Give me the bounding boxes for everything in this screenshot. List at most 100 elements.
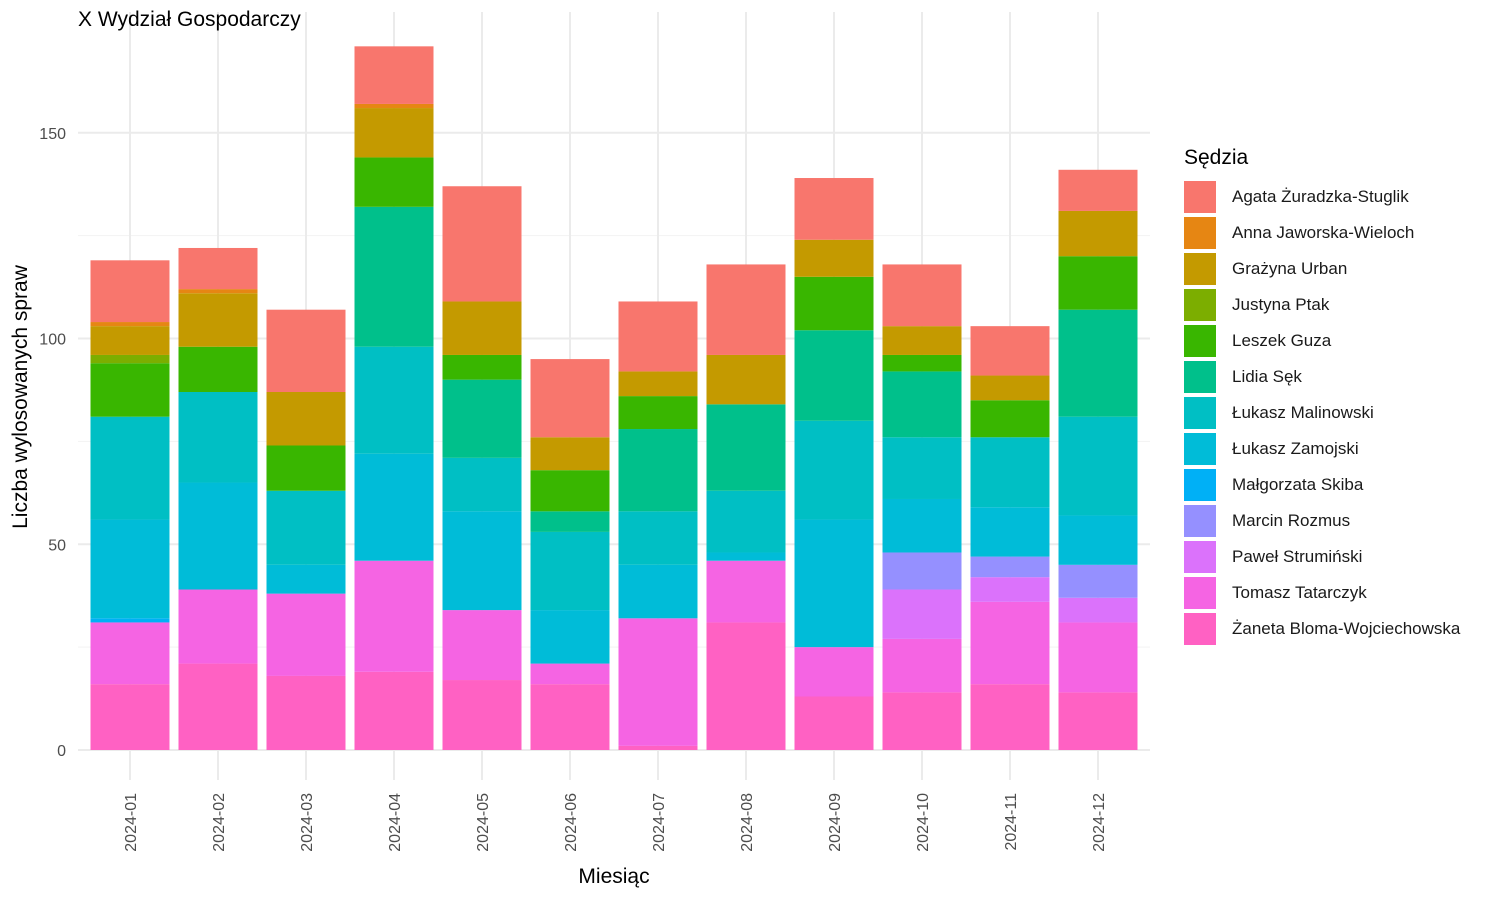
bar-segment xyxy=(530,470,610,512)
bar-segment xyxy=(90,326,170,355)
legend-item: Leszek Guza xyxy=(1184,323,1460,359)
legend-item: Małgorzata Skiba xyxy=(1184,467,1460,503)
bar-segment xyxy=(266,675,346,750)
bar-segment xyxy=(794,330,874,421)
bar-segment xyxy=(1058,564,1138,598)
bar-segment xyxy=(266,445,346,491)
bar-segment xyxy=(354,206,434,347)
bar-segment xyxy=(178,346,258,392)
bar-segment xyxy=(530,359,610,438)
bar-segment xyxy=(442,511,522,611)
bar-segment xyxy=(970,400,1050,438)
bar-segment xyxy=(882,437,962,499)
bar-segment xyxy=(442,301,522,355)
bar-segment xyxy=(1058,256,1138,310)
legend-label: Małgorzata Skiba xyxy=(1232,475,1364,494)
bar-segment xyxy=(794,519,874,648)
legend-item: Łukasz Zamojski xyxy=(1184,431,1460,467)
x-tick-label: 2024-10 xyxy=(915,793,932,852)
legend-swatch xyxy=(1184,361,1216,393)
x-tick-label: 2024-07 xyxy=(651,793,668,852)
y-tick-label: 100 xyxy=(39,332,66,349)
legend-label: Tomasz Tatarczyk xyxy=(1232,583,1367,602)
bar-segment xyxy=(354,46,434,104)
bar-segment xyxy=(970,437,1050,508)
legend-label: Agata Żuradzka-Stuglik xyxy=(1232,187,1409,206)
chart-title: X Wydział Gospodarczy xyxy=(78,8,301,31)
bar-segment xyxy=(354,157,434,207)
legend-label: Żaneta Bloma-Wojciechowska xyxy=(1232,619,1461,638)
bar-segment xyxy=(882,589,962,639)
bar-segment xyxy=(618,429,698,512)
bar-segment xyxy=(882,371,962,438)
bar-segment xyxy=(618,745,698,750)
legend-swatch xyxy=(1184,577,1216,609)
bar-segment xyxy=(706,354,786,405)
x-tick-label: 2024-01 xyxy=(123,793,140,852)
bar-segment xyxy=(90,260,170,323)
bar-segment xyxy=(90,416,170,520)
legend-item: Paweł Strumiński xyxy=(1184,539,1460,575)
bar-segment xyxy=(178,289,258,294)
bar-segment xyxy=(90,363,170,417)
bar-segment xyxy=(618,371,698,397)
legend-label: Łukasz Zamojski xyxy=(1232,439,1359,458)
bar-segment xyxy=(266,593,346,676)
bar-segment xyxy=(794,420,874,520)
bar-segment xyxy=(706,264,786,355)
legend-swatch xyxy=(1184,325,1216,357)
legend-swatch xyxy=(1184,253,1216,285)
bar-segment xyxy=(354,103,434,109)
bar-segment xyxy=(706,560,786,623)
bar-segment xyxy=(882,326,962,355)
legend-item: Łukasz Malinowski xyxy=(1184,395,1460,431)
bar-segment xyxy=(1058,515,1138,565)
legend-swatch xyxy=(1184,541,1216,573)
x-tick-label: 2024-03 xyxy=(299,793,316,852)
legend-swatch xyxy=(1184,289,1216,321)
bar-segment xyxy=(882,354,962,372)
bar-segment xyxy=(882,692,962,750)
legend-swatch xyxy=(1184,181,1216,213)
bar-segment xyxy=(442,379,522,458)
legend-label: Grażyna Urban xyxy=(1232,259,1348,278)
bar-segment xyxy=(794,239,874,277)
bar-segment xyxy=(354,671,434,750)
bar-segment xyxy=(354,108,434,158)
x-axis-title: Miesiąc xyxy=(578,865,650,888)
bar-segment xyxy=(178,391,258,483)
bar-segment xyxy=(1058,309,1138,417)
bar-segment xyxy=(90,618,170,623)
bar-segment xyxy=(794,696,874,750)
bar-segment xyxy=(530,511,610,532)
bar-segment xyxy=(1058,622,1138,693)
bar-segment xyxy=(882,638,962,693)
x-tick-label: 2024-02 xyxy=(211,793,228,852)
x-tick-label: 2024-12 xyxy=(1091,793,1108,852)
y-axis-title: Liczba wylosowanych spraw xyxy=(9,265,32,529)
bar-segment xyxy=(618,564,698,619)
bar-segment xyxy=(618,396,698,430)
bar-segment xyxy=(706,404,786,491)
y-tick-label: 0 xyxy=(57,743,66,760)
legend-label: Lidia Sęk xyxy=(1232,367,1302,386)
legend-item: Żaneta Bloma-Wojciechowska xyxy=(1184,611,1460,647)
legend-item: Marcin Rozmus xyxy=(1184,503,1460,539)
bar-segment xyxy=(970,326,1050,376)
bar-segment xyxy=(530,437,610,471)
legend-label: Anna Jaworska-Wieloch xyxy=(1232,223,1415,242)
legend-swatch xyxy=(1184,217,1216,249)
legend-label: Marcin Rozmus xyxy=(1232,511,1351,530)
x-tick-label: 2024-06 xyxy=(563,793,580,852)
bar-segment xyxy=(530,610,610,664)
bar-segment xyxy=(442,457,522,512)
bar-segment xyxy=(530,663,610,685)
bar-segment xyxy=(794,276,874,331)
legend: Sędzia Agata Żuradzka-Stuglik Anna Jawors… xyxy=(1184,146,1460,647)
bar-segment xyxy=(882,498,962,553)
bar-segment xyxy=(90,519,170,619)
bar-segment xyxy=(442,680,522,750)
bar-segment xyxy=(794,178,874,240)
bar-segment xyxy=(970,556,1050,578)
